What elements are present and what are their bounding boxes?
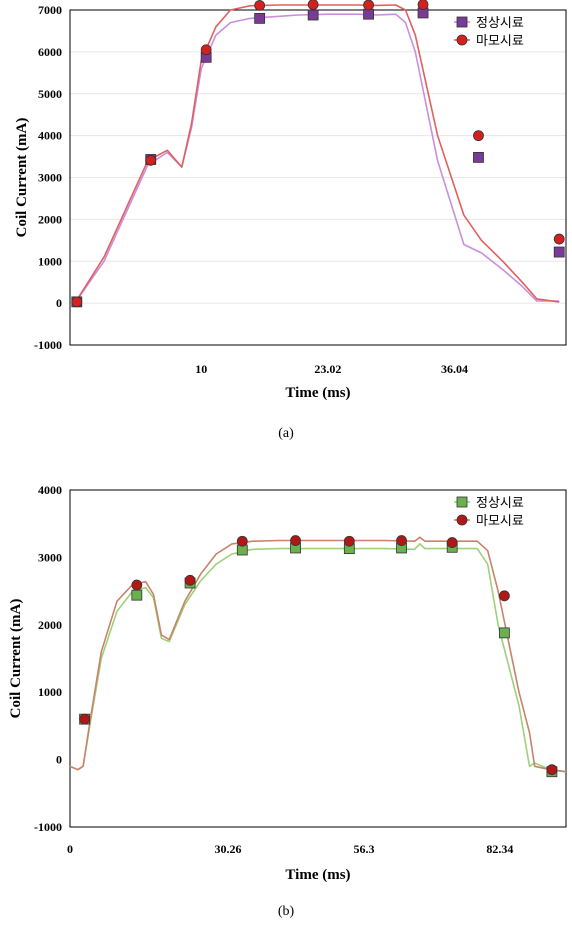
data-point-square	[254, 12, 266, 24]
chart-b: -1000 0 1000 2000 3000 4000 0 30.26 56.3 82.34 Tim…	[8, 483, 567, 919]
data-point-circle	[498, 590, 510, 602]
data-point-circle	[236, 535, 248, 547]
y-tick-label: 1000	[38, 254, 62, 268]
x-tick-label: 0	[67, 842, 73, 856]
data-point-circle	[553, 233, 565, 245]
legend-label: 정상시료	[476, 16, 524, 31]
plot-frame	[69, 489, 567, 828]
data-point-square	[307, 9, 319, 21]
data-point-circle	[145, 154, 157, 166]
data-point-circle	[71, 296, 83, 308]
y-tick-label: -1000	[34, 338, 62, 352]
y-tick-label: 4000	[38, 129, 62, 143]
y-tick-label: -1000	[34, 820, 62, 834]
y-tick-label: 0	[56, 296, 62, 310]
series-line-1	[69, 543, 567, 773]
data-point-circle	[363, 0, 374, 11]
x-tick-label: 10	[195, 362, 207, 376]
data-point-circle	[546, 764, 558, 776]
y-axis-title: Coil Current (mA)	[8, 599, 24, 719]
data-point-square	[498, 627, 510, 639]
x-tick-label: 30.26	[214, 842, 241, 856]
x-tick-label: 56.3	[353, 842, 374, 856]
data-point-circle	[254, 0, 266, 11]
data-point-circle	[184, 574, 196, 586]
y-tick-label: 2000	[38, 212, 62, 226]
y-tick-label: 1000	[38, 685, 62, 699]
legend-label: 마모시료	[476, 34, 524, 49]
data-point-circle	[417, 0, 429, 10]
data-point-square	[131, 589, 143, 601]
y-tick-label: 2000	[38, 618, 62, 632]
legend-marker-square	[456, 496, 468, 508]
figure-caption: (a)	[278, 426, 294, 441]
y-tick-label: 5000	[38, 87, 62, 101]
y-tick-label: 6000	[38, 45, 62, 59]
data-point-circle	[131, 579, 143, 591]
data-point-square	[553, 246, 565, 258]
figure-caption: (b)	[278, 904, 295, 919]
series-line-2	[69, 536, 567, 773]
x-axis-title: Time (ms)	[285, 385, 350, 401]
legend-label: 마모시료	[476, 514, 524, 529]
chart-a: -1000 0 1000 2000 3000 4000 5000 6000 7000 10 23.0…	[14, 0, 567, 441]
y-tick-label: 4000	[38, 483, 62, 497]
y-tick-label: 0	[56, 753, 62, 767]
data-point-circle	[79, 713, 91, 725]
x-axis-title: Time (ms)	[285, 867, 350, 883]
y-tick-label: 3000	[38, 550, 62, 564]
data-point-circle	[290, 535, 301, 546]
y-tick-label: 7000	[38, 3, 62, 17]
x-tick-label: 23.02	[314, 362, 341, 376]
legend-label: 정상시료	[476, 496, 524, 511]
x-tick-label: 36.04	[441, 362, 468, 376]
legend-marker-circle	[456, 34, 468, 46]
data-point-circle	[473, 130, 484, 142]
data-point-circle	[343, 535, 355, 547]
data-point-circle	[307, 0, 319, 10]
y-axis-title: Coil Current (mA)	[14, 118, 30, 238]
x-tick-label: 82.34	[486, 842, 513, 856]
data-point-circle	[396, 535, 407, 546]
series-line-2	[74, 4, 560, 304]
data-point-circle	[200, 44, 212, 56]
data-point-circle	[446, 537, 458, 548]
data-point-square	[363, 8, 374, 20]
y-tick-label: 3000	[38, 171, 62, 185]
legend-marker-circle	[456, 514, 468, 526]
data-point-square	[473, 151, 484, 163]
legend-marker-square	[456, 16, 468, 28]
